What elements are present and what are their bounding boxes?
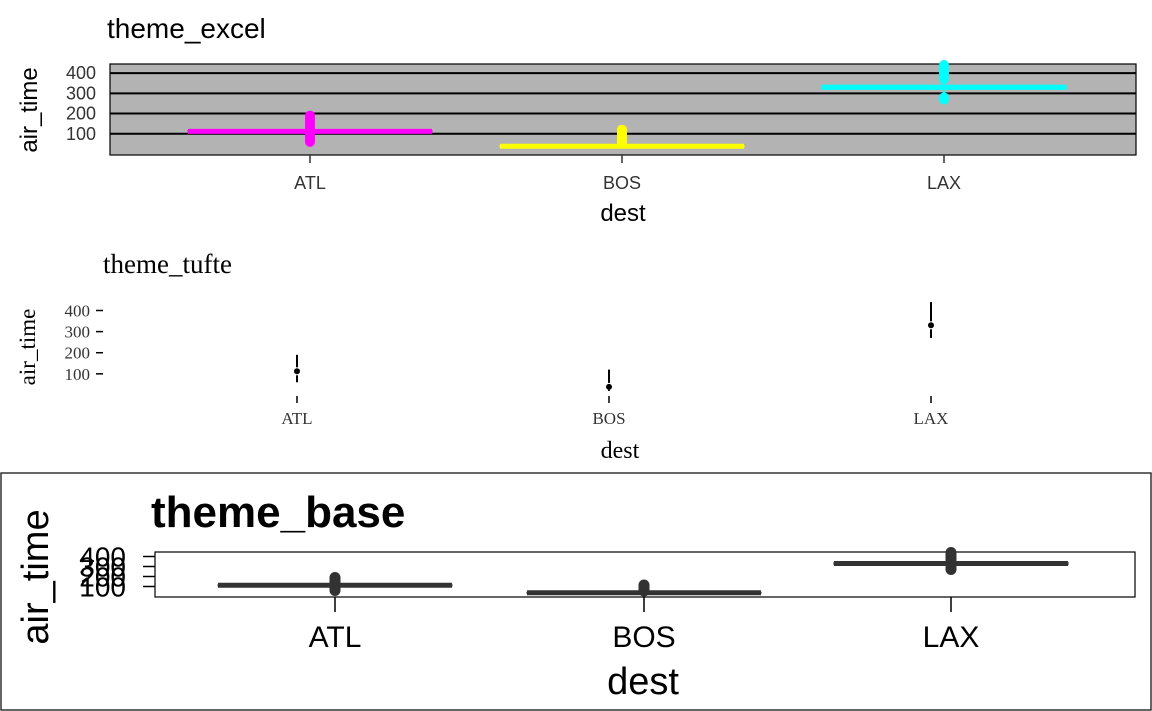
excel-y-tick-label: 200 [66,104,96,124]
excel-x-tick-label: LAX [927,173,961,193]
tufte-x-tick-label: BOS [592,409,625,428]
tufte-title: theme_tufte [103,249,232,279]
base-x-ticks: ATL BOS LAX [309,597,980,654]
tufte-y-ticks: 100 200 300 400 [65,302,103,384]
tufte-median-point [928,322,934,329]
base-plot-frame [0,472,1152,711]
excel-y-label: air_time [16,67,43,152]
base-x-tick-label: ATL [309,621,362,654]
base-x-label: dest [607,661,679,703]
base-outlier [329,572,341,583]
tufte-marks [294,302,934,391]
tufte-x-tick-label: ATL [281,409,312,428]
tufte-median-point [606,383,612,390]
base-y-tick-label: 400 [79,542,126,573]
excel-x-tick-label: ATL [294,173,326,193]
excel-outlier [617,124,627,135]
tufte-y-tick-label: 200 [65,344,91,363]
tufte-y-label: air_time [15,309,40,386]
tufte-y-tick-label: 300 [65,323,91,342]
excel-y-tick-label: 300 [66,83,96,103]
base-y-tick-label: 200 [79,562,126,593]
excel-outlier [939,92,949,103]
base-y-label: air_time [15,509,57,644]
excel-x-tick-label: BOS [603,173,641,193]
base-x-tick-label: LAX [923,621,980,654]
base-y-tick-label: 300 [79,552,126,583]
base-y-tick-label: 100 [79,572,126,603]
excel-outlier [939,60,949,71]
base-marks [217,547,1069,597]
excel-x-ticks: ATL BOS LAX [294,155,961,193]
tufte-x-tick-label: LAX [914,409,949,428]
excel-outlier [305,110,315,121]
tufte-median-point [294,368,300,375]
base-outlier [638,579,650,591]
tufte-y-tick-label: 400 [65,302,91,321]
tufte-y-tick-label: 100 [65,365,91,384]
tufte-x-ticks: ATL BOS LAX [281,396,948,428]
base-outlier [945,562,957,573]
excel-x-label: dest [600,200,646,227]
base-outlier [945,547,957,558]
tufte-x-label: dest [601,438,640,464]
excel-y-tick-label: 400 [66,63,96,83]
excel-marks [187,60,1067,149]
base-x-tick-label: BOS [612,621,675,654]
base-title: theme_base [151,488,405,537]
excel-title: theme_excel [107,13,266,44]
excel-outlier [305,129,315,140]
excel-y-tick-label: 100 [66,124,96,144]
